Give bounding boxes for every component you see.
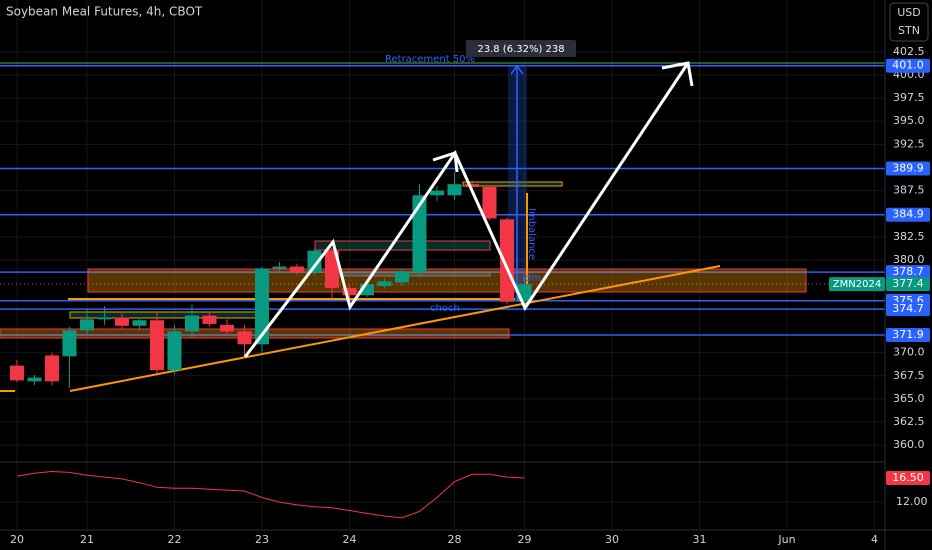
level-label: 374.7 [892,302,924,315]
annotation: Retracement 50% [385,54,475,65]
candle-body [412,195,427,273]
grid [0,0,885,530]
candle-body [237,331,252,345]
x-tick-label: 24 [342,533,356,546]
candle-body [114,317,129,326]
y-tick-label: 402.5 [893,45,925,58]
currency-button[interactable] [889,2,929,42]
currency[interactable]: USD [897,6,921,19]
candle-body [359,284,374,296]
indicator-current-label: 16.50 [892,471,924,484]
level-label-bg [886,302,930,317]
candle-body [289,266,304,273]
candle-body [482,186,497,219]
x-tick-label: 21 [80,533,94,546]
candle-body [202,315,217,324]
zigzag-line [243,62,690,358]
indicator-line [16,470,525,519]
level-label-bg [886,161,930,176]
level-label-bg [886,207,930,222]
candle-body [97,317,112,320]
candle-body [499,219,514,302]
y-tick-label: 370.0 [893,346,925,359]
indicator-tick-label: 12.00 [896,495,928,508]
zone-box [0,328,510,339]
zone-box [462,181,563,187]
y-tick-label: 365.0 [893,392,925,405]
last-price-label: 377.4 [892,277,924,290]
measure-label-bg [466,40,576,57]
y-tick-label: 362.5 [893,415,925,428]
candle-body [307,250,322,273]
y-tick-label: 387.5 [893,184,925,197]
zone-box [339,271,491,277]
y-tick-label: 392.5 [893,137,925,150]
levels [0,64,885,336]
y-tick-label: 382.5 [893,230,925,243]
level-label: 384.9 [892,208,924,221]
level-label: 378.7 [892,265,924,278]
candle-body [219,324,234,332]
annotation: Imbalance [526,208,537,260]
symbol-tag-bg [829,277,885,292]
arrow-head [432,151,459,173]
candle-body [184,315,199,332]
candle-body [342,287,357,296]
y-tick-label: 380.0 [893,253,925,266]
candle-body [27,377,42,382]
level-label: 389.9 [892,161,924,174]
zone-box [314,240,491,251]
zone-box [69,311,263,319]
measure-label: 23.8 (6.32%) 238 [477,44,564,55]
x-tick-label: 31 [692,533,706,546]
candle-body [464,184,479,187]
candle-body [149,320,164,371]
candle-body [44,355,59,382]
x-tick-label: 28 [447,533,461,546]
y-tick-label: 360.0 [893,438,925,451]
drawings [0,62,885,392]
last-price-bg [886,277,930,292]
level-label: 371.9 [892,328,924,341]
annotation: idm [522,273,541,284]
measure-arrow [510,64,524,75]
level-label-bg [886,265,930,280]
candle-body [62,330,77,357]
candle-body [447,184,462,196]
arrow-head [661,61,694,87]
candles [9,172,532,388]
candle-body [377,281,392,286]
x-tick-label: 4 [871,533,878,546]
y-tick-label: 395.0 [893,114,925,127]
candle-body [324,250,339,288]
x-tick-label: 23 [255,533,269,546]
x-tick-label: 29 [517,533,531,546]
candle-body [394,271,409,283]
symbol-tag: ZMN2024 [833,279,881,290]
candle-body [167,331,182,371]
x-tick-label: 20 [10,533,24,546]
x-tick-label: 30 [605,533,619,546]
candle-body [254,268,269,345]
candle-body [429,190,444,196]
level-label-bg [886,58,930,73]
candle-body [79,319,94,331]
candle-body [9,365,24,381]
y-tick-label: 367.5 [893,369,925,382]
indicator-current-bg [886,470,930,485]
chart-title: Soybean Meal Futures, 4h, CBOT [6,5,203,19]
y-tick-label: 397.5 [893,91,925,104]
candle-body [272,266,287,269]
unit[interactable]: STN [898,24,920,37]
annotation: choch [430,303,460,314]
x-tick-label: 22 [167,533,181,546]
level-label-bg [886,328,930,343]
level-label: 401.0 [892,59,924,72]
zigzag [243,61,694,358]
x-tick-label: Jun [777,533,795,546]
price-axis: 360.0 362.5 365.0 367.5 370.0 380.0 382.5 387.5… [10,45,930,546]
candle-body [132,320,147,326]
